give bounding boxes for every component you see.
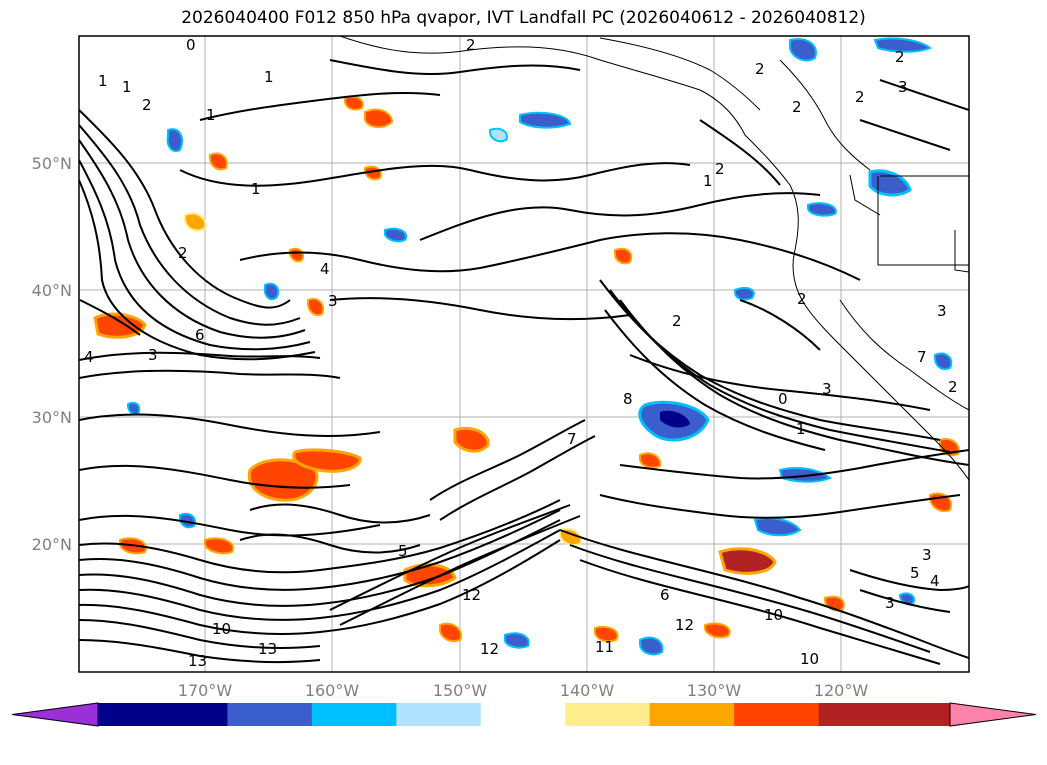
lon-label: 150°W bbox=[433, 681, 488, 700]
contour-label: 2 bbox=[672, 312, 682, 330]
contour-label: 0 bbox=[778, 390, 788, 408]
contour-label: 2 bbox=[797, 290, 807, 308]
contour-label: 12 bbox=[480, 640, 499, 658]
contour-label: 6 bbox=[660, 586, 670, 604]
contour-label: 10 bbox=[764, 606, 783, 624]
contour-label: 3 bbox=[328, 292, 338, 310]
contour-label: 13 bbox=[258, 640, 277, 658]
colorbar-swatch bbox=[734, 703, 820, 726]
lon-label: 170°W bbox=[178, 681, 233, 700]
contour-label: 5 bbox=[398, 542, 408, 560]
contour-label: 2 bbox=[895, 48, 905, 66]
contour-label: 10 bbox=[800, 650, 819, 668]
contour-label: 1 bbox=[206, 106, 216, 124]
contour-label: 1 bbox=[251, 180, 261, 198]
contour-label: 5 bbox=[910, 564, 920, 582]
colorbar-swatch bbox=[227, 703, 313, 726]
map-frame bbox=[78, 35, 970, 673]
lat-label: 30°N bbox=[32, 408, 72, 427]
colorbar-swatch bbox=[98, 703, 144, 726]
contour-label: 2 bbox=[466, 36, 476, 54]
contour-label: 12 bbox=[462, 586, 481, 604]
contour-label: 3 bbox=[937, 302, 947, 320]
colorbar-extend-max bbox=[949, 702, 1037, 727]
contour-label: 2 bbox=[755, 60, 765, 78]
lat-label: 50°N bbox=[32, 154, 72, 173]
contour-label: 13 bbox=[188, 652, 207, 670]
contour-label: 3 bbox=[148, 346, 158, 364]
contour-label: 11 bbox=[595, 638, 614, 656]
contour-label: 8 bbox=[623, 390, 633, 408]
lon-label: 120°W bbox=[814, 681, 869, 700]
colorbar-extend-min bbox=[11, 702, 99, 727]
colorbar-swatch bbox=[903, 703, 950, 726]
contour-label: 0 bbox=[186, 36, 196, 54]
contour-label: 12 bbox=[675, 616, 694, 634]
contour-label: 4 bbox=[84, 348, 94, 366]
contour-label: 1 bbox=[122, 78, 132, 96]
lon-label: 140°W bbox=[560, 681, 615, 700]
colorbar-swatch bbox=[818, 703, 904, 726]
colorbar-swatch bbox=[311, 703, 398, 726]
colorbar-swatch bbox=[649, 703, 736, 726]
negative-patches bbox=[127, 37, 953, 656]
contour-label: 2 bbox=[142, 96, 152, 114]
contour-label: 2 bbox=[792, 98, 802, 116]
lat-label: 20°N bbox=[32, 535, 72, 554]
contour-label: 2 bbox=[948, 378, 958, 396]
contour-label: 3 bbox=[885, 594, 895, 612]
coastlines bbox=[339, 36, 969, 481]
contour-labels: 0 2 1 1 2 1 1 1 2 1 2 3 2 2 3 4 3 6 3 2 … bbox=[84, 36, 958, 670]
gridlines bbox=[79, 36, 969, 672]
contour-label: 2 bbox=[855, 88, 865, 106]
contour-label: 6 bbox=[195, 326, 205, 344]
latitude-labels: 50°N 40°N 30°N 20°N bbox=[32, 154, 72, 554]
colorbar-swatch bbox=[143, 703, 229, 726]
colorbar bbox=[11, 702, 1037, 727]
contour-label: 3 bbox=[898, 78, 908, 96]
map-title: 2026040400 F012 850 hPa qvapor, IVT Land… bbox=[181, 8, 866, 28]
contour-label: 10 bbox=[212, 620, 231, 638]
contour-label: 1 bbox=[703, 172, 713, 190]
colorbar-swatch bbox=[565, 703, 651, 726]
contour-label: 4 bbox=[930, 572, 940, 590]
lon-label: 160°W bbox=[305, 681, 360, 700]
contour-label: 7 bbox=[917, 348, 927, 366]
contour-label: 1 bbox=[796, 420, 806, 438]
contour-label: 2 bbox=[178, 244, 188, 262]
contour-label: 3 bbox=[822, 380, 832, 398]
ivt-contours bbox=[79, 59, 969, 665]
contour-label: 7 bbox=[567, 430, 577, 448]
lat-label: 40°N bbox=[32, 281, 72, 300]
contour-label: 2 bbox=[715, 160, 725, 178]
colorbar-swatch bbox=[480, 703, 567, 726]
colorbar-swatch bbox=[396, 703, 482, 726]
lon-label: 130°W bbox=[687, 681, 742, 700]
longitude-labels: 170°W 160°W 150°W 140°W 130°W 120°W bbox=[178, 681, 869, 700]
contour-label: 3 bbox=[922, 546, 932, 564]
contour-label: 1 bbox=[98, 72, 108, 90]
contour-label: 4 bbox=[320, 260, 330, 278]
contour-label: 1 bbox=[264, 68, 274, 86]
